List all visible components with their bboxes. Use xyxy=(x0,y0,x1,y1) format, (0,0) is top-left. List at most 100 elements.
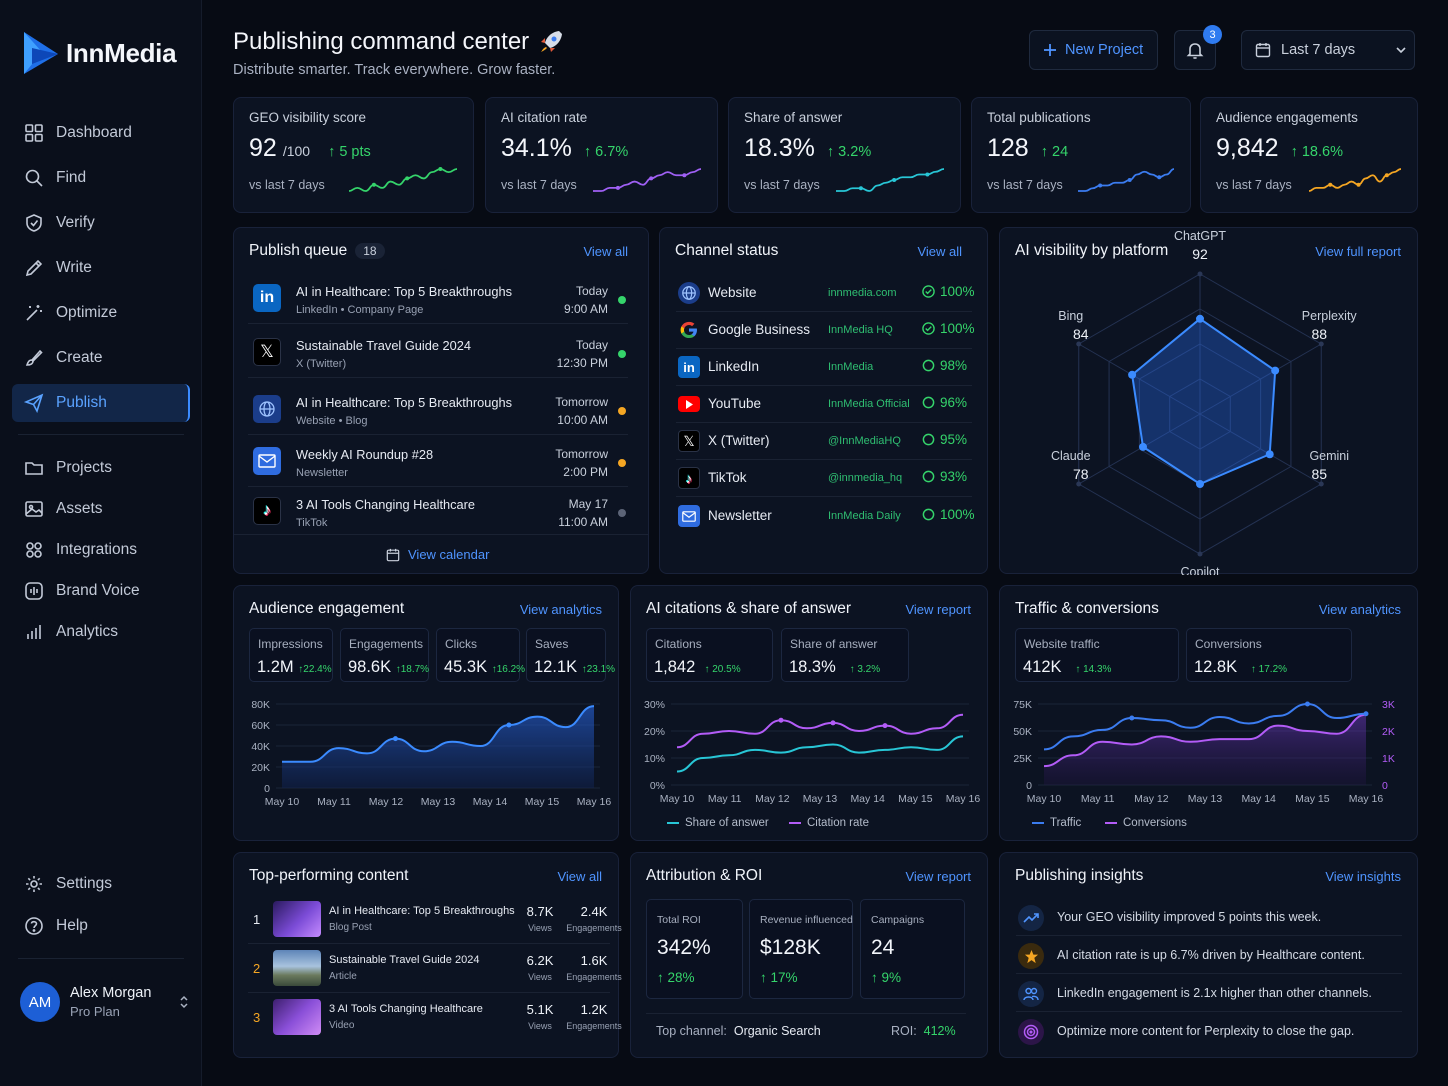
queue-item[interactable]: 𝕏 Sustainable Travel Guide 2024 X (Twitt… xyxy=(248,328,628,378)
ring-icon xyxy=(922,470,935,483)
sidebar-item-label: Analytics xyxy=(56,623,119,640)
date-range-select[interactable]: Last 7 days xyxy=(1241,30,1415,70)
sidebar-item-create[interactable]: Create xyxy=(12,339,190,377)
queue-item[interactable]: in AI in Healthcare: Top 5 Breakthroughs… xyxy=(248,274,628,324)
engagements-value: 2.4K xyxy=(580,904,608,919)
views-label: Views xyxy=(528,972,552,982)
insights-view-link[interactable]: View insights xyxy=(1325,869,1401,884)
app-logo[interactable]: InnMedia xyxy=(22,30,177,76)
top-content-row[interactable]: 1 AI in Healthcare: Top 5 Breakthroughs … xyxy=(248,895,622,944)
kpi-card-citation[interactable]: AI citation rate 34.1% ↑ 6.7% vs last 7 … xyxy=(485,97,718,213)
radar-category-label: Claude xyxy=(1051,449,1091,463)
insight-text: LinkedIn engagement is 2.1x higher than … xyxy=(1057,986,1372,1000)
channel-row[interactable]: Newsletter InnMedia Daily 100% xyxy=(676,498,975,535)
kpi-card-publications[interactable]: Total publications 128 ↑ 24 vs last 7 da… xyxy=(971,97,1191,213)
kpi-card-share[interactable]: Share of answer 18.3% ↑ 3.2% vs last 7 d… xyxy=(728,97,961,213)
legend-citation: Citation rate xyxy=(789,817,869,829)
bell-icon xyxy=(1186,43,1204,59)
sidebar-item-dashboard[interactable]: Dashboard xyxy=(12,114,190,152)
channel-health: 98% xyxy=(922,358,967,373)
x-tick-label: May 16 xyxy=(946,793,981,805)
channel-row[interactable]: Website innmedia.com 100% xyxy=(676,275,975,312)
top-view-all-link[interactable]: View all xyxy=(557,869,602,884)
traffic-view-link[interactable]: View analytics xyxy=(1318,602,1401,617)
linkedin-icon: in xyxy=(253,284,281,312)
top-content-row[interactable]: 2 Sustainable Travel Guide 2024 Article … xyxy=(248,944,622,993)
rank: 2 xyxy=(253,961,261,976)
sidebar-item-settings[interactable]: Settings xyxy=(12,865,190,903)
channel-health: 95% xyxy=(922,432,967,447)
queue-item-day: Tomorrow xyxy=(555,395,608,409)
top-content-row[interactable]: 3 3 AI Tools Changing Healthcare Video 5… xyxy=(248,993,622,1042)
queue-item-day: Today xyxy=(575,338,608,352)
radar-axis-end xyxy=(1318,341,1324,347)
logo-mark-icon xyxy=(24,32,58,74)
channel-row[interactable]: 𝕏 X (Twitter) @InnMediaHQ 95% xyxy=(676,423,972,460)
sidebar-item-find[interactable]: Find xyxy=(12,159,190,197)
sidebar-item-publish[interactable]: Publish xyxy=(12,384,190,422)
queue-item[interactable]: AI in Healthcare: Top 5 Breakthroughs We… xyxy=(248,385,628,435)
kpi-value: 9,842 xyxy=(1216,134,1279,162)
views-value: 8.7K xyxy=(526,904,554,919)
kpi-change: ↑ 6.7% xyxy=(583,144,629,160)
rank: 3 xyxy=(253,1010,261,1025)
send-icon xyxy=(24,393,44,413)
channel-row[interactable]: YouTube InnMedia Official 96% xyxy=(676,386,972,423)
sidebar-item-analytics[interactable]: Analytics xyxy=(12,613,190,651)
sparkline-point xyxy=(615,185,620,190)
radar-view-report-link[interactable]: View full report xyxy=(1315,244,1401,259)
sidebar-item-write[interactable]: Write xyxy=(12,249,190,287)
channel-row[interactable]: ♪ TikTok @innmedia_hq 93% xyxy=(676,460,972,497)
stat-value: 12.8K ↑ 17.2% xyxy=(1194,658,1288,676)
sidebar-item-verify[interactable]: Verify xyxy=(12,204,190,242)
engagement-view-link[interactable]: View analytics xyxy=(519,602,602,617)
sidebar-item-projects[interactable]: Projects xyxy=(12,449,190,487)
queue-item-title: Sustainable Travel Guide 2024 xyxy=(296,338,472,353)
kpi-card-engagements[interactable]: Audience engagements 9,842 ↑ 18.6% vs la… xyxy=(1200,97,1418,213)
sidebar-item-integrations[interactable]: Integrations xyxy=(12,531,190,569)
stat-saves: Saves 12.1K ↑23.1% xyxy=(526,628,615,682)
notifications-button[interactable] xyxy=(1174,30,1216,70)
ring-icon xyxy=(922,359,935,372)
queue-item[interactable]: ♪ 3 AI Tools Changing Healthcare TikTok … xyxy=(248,487,628,537)
insight-item[interactable]: AI citation rate is up 6.7% driven by He… xyxy=(1016,936,1402,974)
user-menu[interactable]: AM Alex Morgan Pro Plan xyxy=(20,982,190,1022)
sparkline-point xyxy=(682,173,687,178)
sidebar-item-help[interactable]: Help xyxy=(12,907,190,945)
queue-item[interactable]: Weekly AI Roundup #28 Newsletter Tomorro… xyxy=(248,437,628,487)
insight-item[interactable]: Your GEO visibility improved 5 points th… xyxy=(1016,898,1402,936)
engagements-value: 1.2K xyxy=(580,1002,608,1017)
citations-card: AI citations & share of answer View repo… xyxy=(630,585,988,841)
citations-view-link[interactable]: View report xyxy=(905,602,971,617)
insight-item[interactable]: LinkedIn engagement is 2.1x higher than … xyxy=(1016,974,1402,1012)
channel-name: LinkedIn xyxy=(708,359,760,374)
kpi-sparkline xyxy=(1308,168,1402,192)
kpi-value: 34.1% xyxy=(501,134,572,162)
insight-item[interactable]: Optimize more content for Perplexity to … xyxy=(1016,1012,1402,1050)
view-calendar-link[interactable]: View calendar xyxy=(386,547,489,562)
sidebar-item-brand-voice[interactable]: Brand Voice xyxy=(12,572,190,610)
kpi-sparkline xyxy=(348,167,458,192)
channels-view-all-link[interactable]: View all xyxy=(917,244,962,259)
channel-row[interactable]: in LinkedIn InnMedia 98% xyxy=(676,349,972,386)
x-tick-label: May 13 xyxy=(803,793,838,805)
new-project-button[interactable]: New Project xyxy=(1029,30,1158,70)
x-tick-label: May 10 xyxy=(1027,793,1062,805)
sidebar-item-optimize[interactable]: Optimize xyxy=(12,294,190,332)
y-tick-label: 25K xyxy=(1013,753,1032,765)
publish-queue-card: Publish queue 18 View all in AI in Health… xyxy=(233,227,649,574)
kpi-card-geo[interactable]: GEO visibility score 92 /100 ↑ 5 pts vs … xyxy=(233,97,474,213)
y2-tick-label: 3K xyxy=(1382,699,1395,711)
stat-value: 1.2M ↑22.4% xyxy=(257,658,332,676)
stat-value: 1,842 ↑ 20.5% xyxy=(654,658,741,676)
sidebar-item-assets[interactable]: Assets xyxy=(12,490,190,528)
radar-axis-end xyxy=(1076,481,1082,487)
channel-row[interactable]: Google Business InnMedia HQ 100% xyxy=(676,312,975,349)
x-tick-label: May 12 xyxy=(755,793,790,805)
sparkline-point xyxy=(371,182,376,187)
roi-view-link[interactable]: View report xyxy=(905,869,971,884)
kpi-value: 18.3% xyxy=(744,134,815,162)
queue-view-all-link[interactable]: View all xyxy=(583,244,628,259)
sidebar-item-label: Assets xyxy=(56,500,103,517)
